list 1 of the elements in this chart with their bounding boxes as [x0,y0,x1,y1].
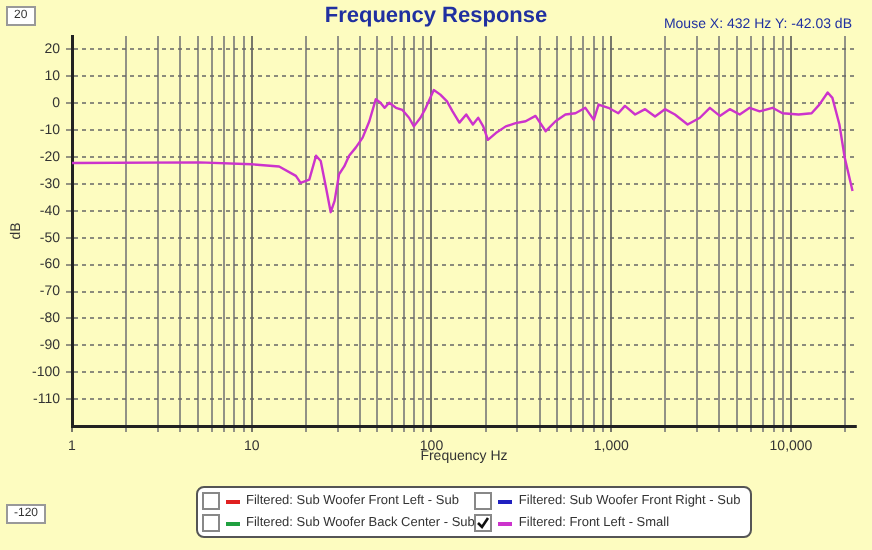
chart-title: Frequency Response [324,4,548,28]
